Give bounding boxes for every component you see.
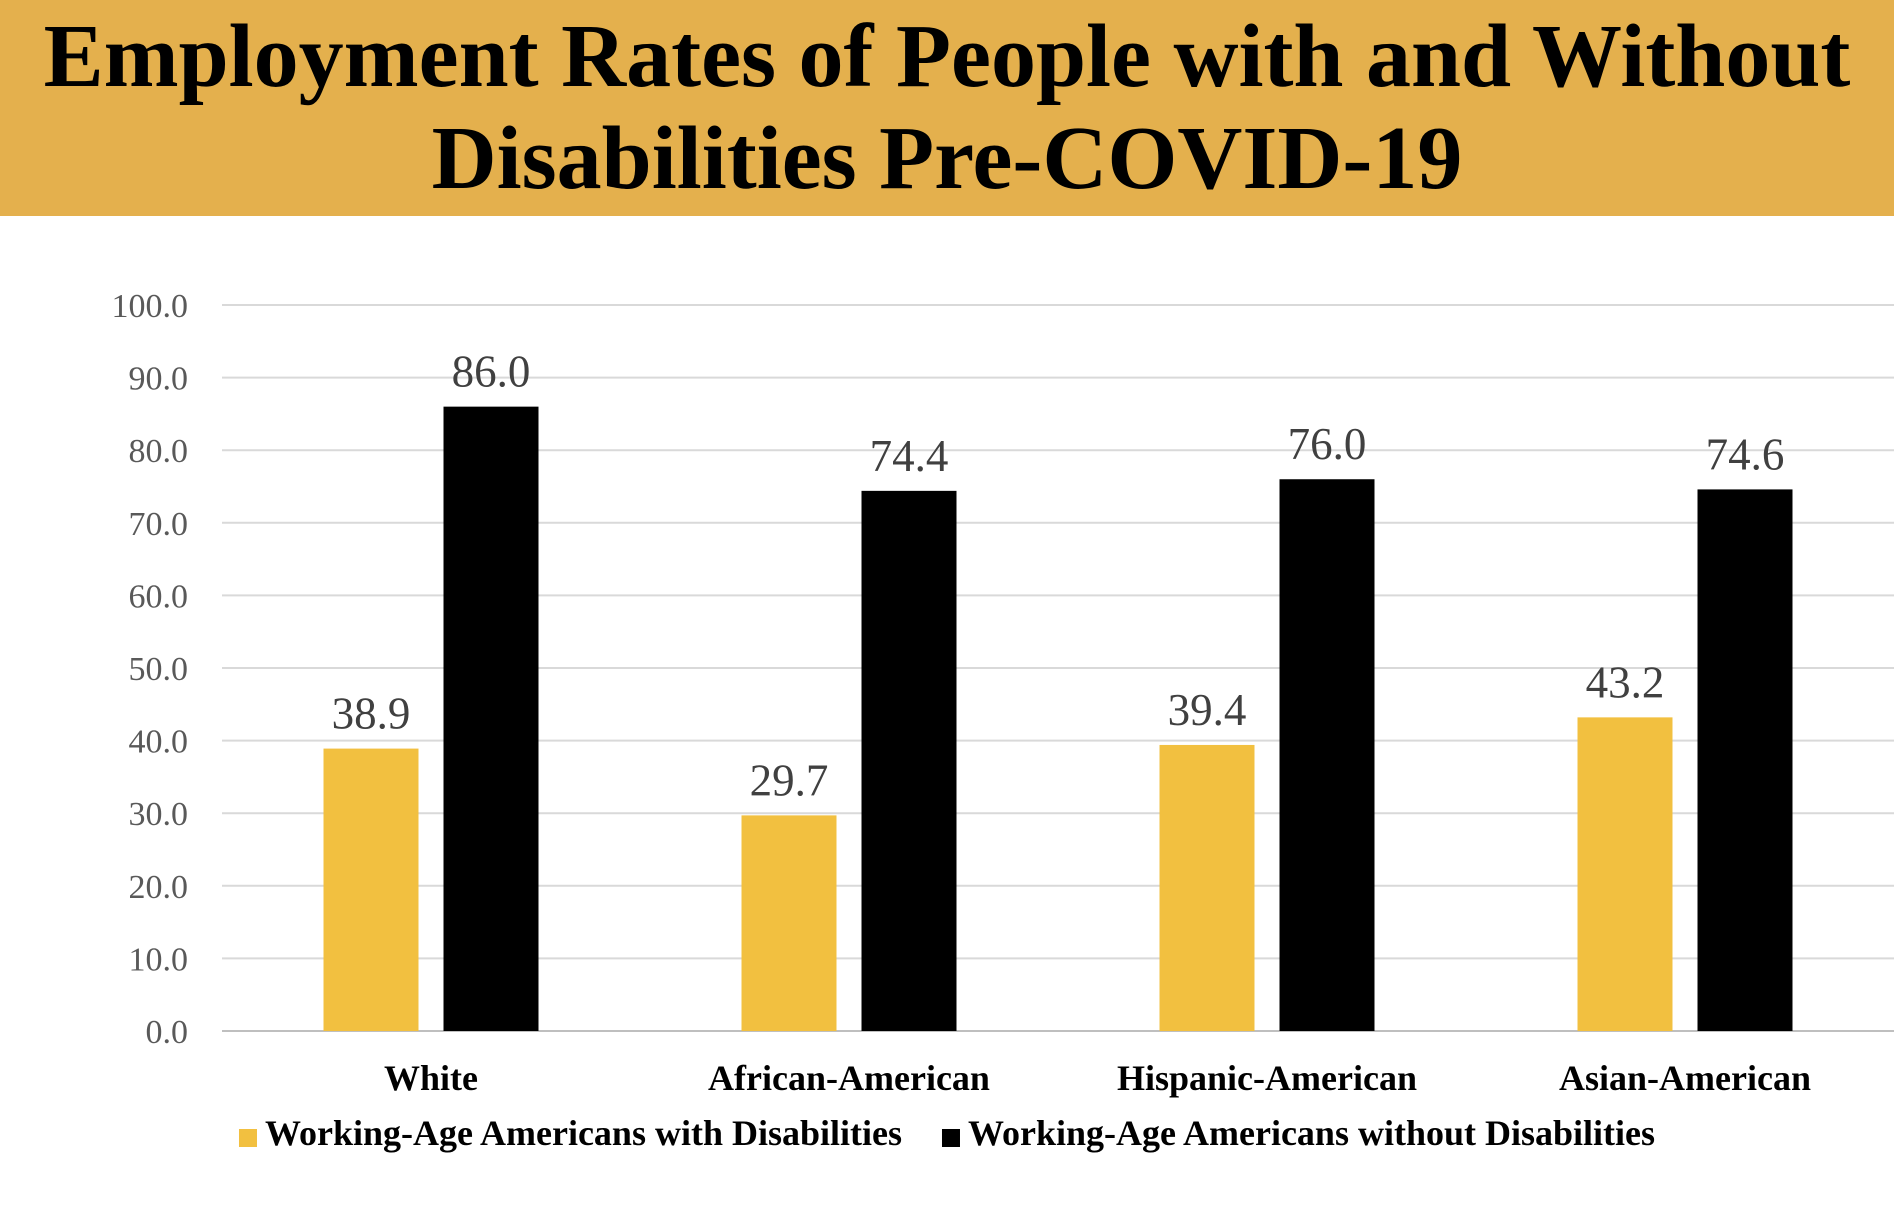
data-label: 38.9: [332, 689, 411, 739]
x-category-label: Hispanic-American: [1117, 1058, 1417, 1098]
title-banner: Employment Rates of People with and With…: [0, 0, 1894, 216]
y-tick-label: 10.0: [129, 941, 189, 978]
y-tick-label: 40.0: [129, 724, 189, 761]
y-tick-label: 100.0: [112, 288, 189, 325]
bar-with-disabilities: [741, 815, 837, 1031]
data-label: 43.2: [1586, 657, 1665, 707]
x-category-label: Asian-American: [1559, 1058, 1811, 1098]
y-tick-label: 70.0: [129, 506, 189, 543]
chart-title: Employment Rates of People with and With…: [43, 7, 1851, 208]
legend-swatch-without-disabilities: [941, 1129, 960, 1147]
y-tick-label: 60.0: [129, 578, 189, 615]
bar-with-disabilities: [1577, 717, 1673, 1031]
y-tick-label: 0.0: [146, 1014, 189, 1051]
bar-without-disabilities: [861, 490, 957, 1032]
x-category-label: White: [384, 1058, 478, 1098]
data-labels: 38.9 86.0 29.7 74.4 39.4 76.0 43.2 74.6: [332, 347, 1785, 806]
y-tick-label: 30.0: [129, 796, 189, 833]
legend-item: Working-Age Americans with Disabilities: [238, 1113, 902, 1153]
x-axis: White African-American Hispanic-American As…: [384, 1058, 1811, 1098]
bar-without-disabilities: [1279, 479, 1375, 1031]
y-tick-label: 90.0: [129, 361, 189, 398]
data-label: 86.0: [452, 347, 531, 397]
y-tick-label: 20.0: [129, 869, 189, 906]
legend-swatch-with-disabilities: [238, 1129, 257, 1147]
bars: [323, 406, 1793, 1032]
data-label: 76.0: [1288, 419, 1367, 469]
data-label: 74.4: [870, 431, 949, 481]
bar-without-disabilities: [443, 406, 539, 1031]
bar-with-disabilities: [1159, 744, 1255, 1031]
data-label: 39.4: [1168, 685, 1247, 735]
x-category-label: African-American: [708, 1058, 990, 1098]
legend-item: Working-Age Americans without Disabiliti…: [941, 1113, 1655, 1153]
bar-with-disabilities: [323, 748, 419, 1031]
legend-label: Working-Age Americans with Disabilities: [265, 1113, 902, 1153]
legend: Working-Age Americans with Disabilities W…: [238, 1113, 1655, 1153]
legend-label: Working-Age Americans without Disabiliti…: [968, 1113, 1655, 1153]
y-tick-label: 80.0: [129, 433, 189, 470]
data-label: 29.7: [750, 755, 829, 805]
data-label: 74.6: [1706, 429, 1785, 479]
y-tick-label: 50.0: [129, 651, 189, 688]
bar-without-disabilities: [1697, 489, 1793, 1031]
y-axis: 0.0 10.0 20.0 30.0 40.0 50.0 60.0 70.0 80.0 90.0 1…: [112, 288, 189, 1051]
